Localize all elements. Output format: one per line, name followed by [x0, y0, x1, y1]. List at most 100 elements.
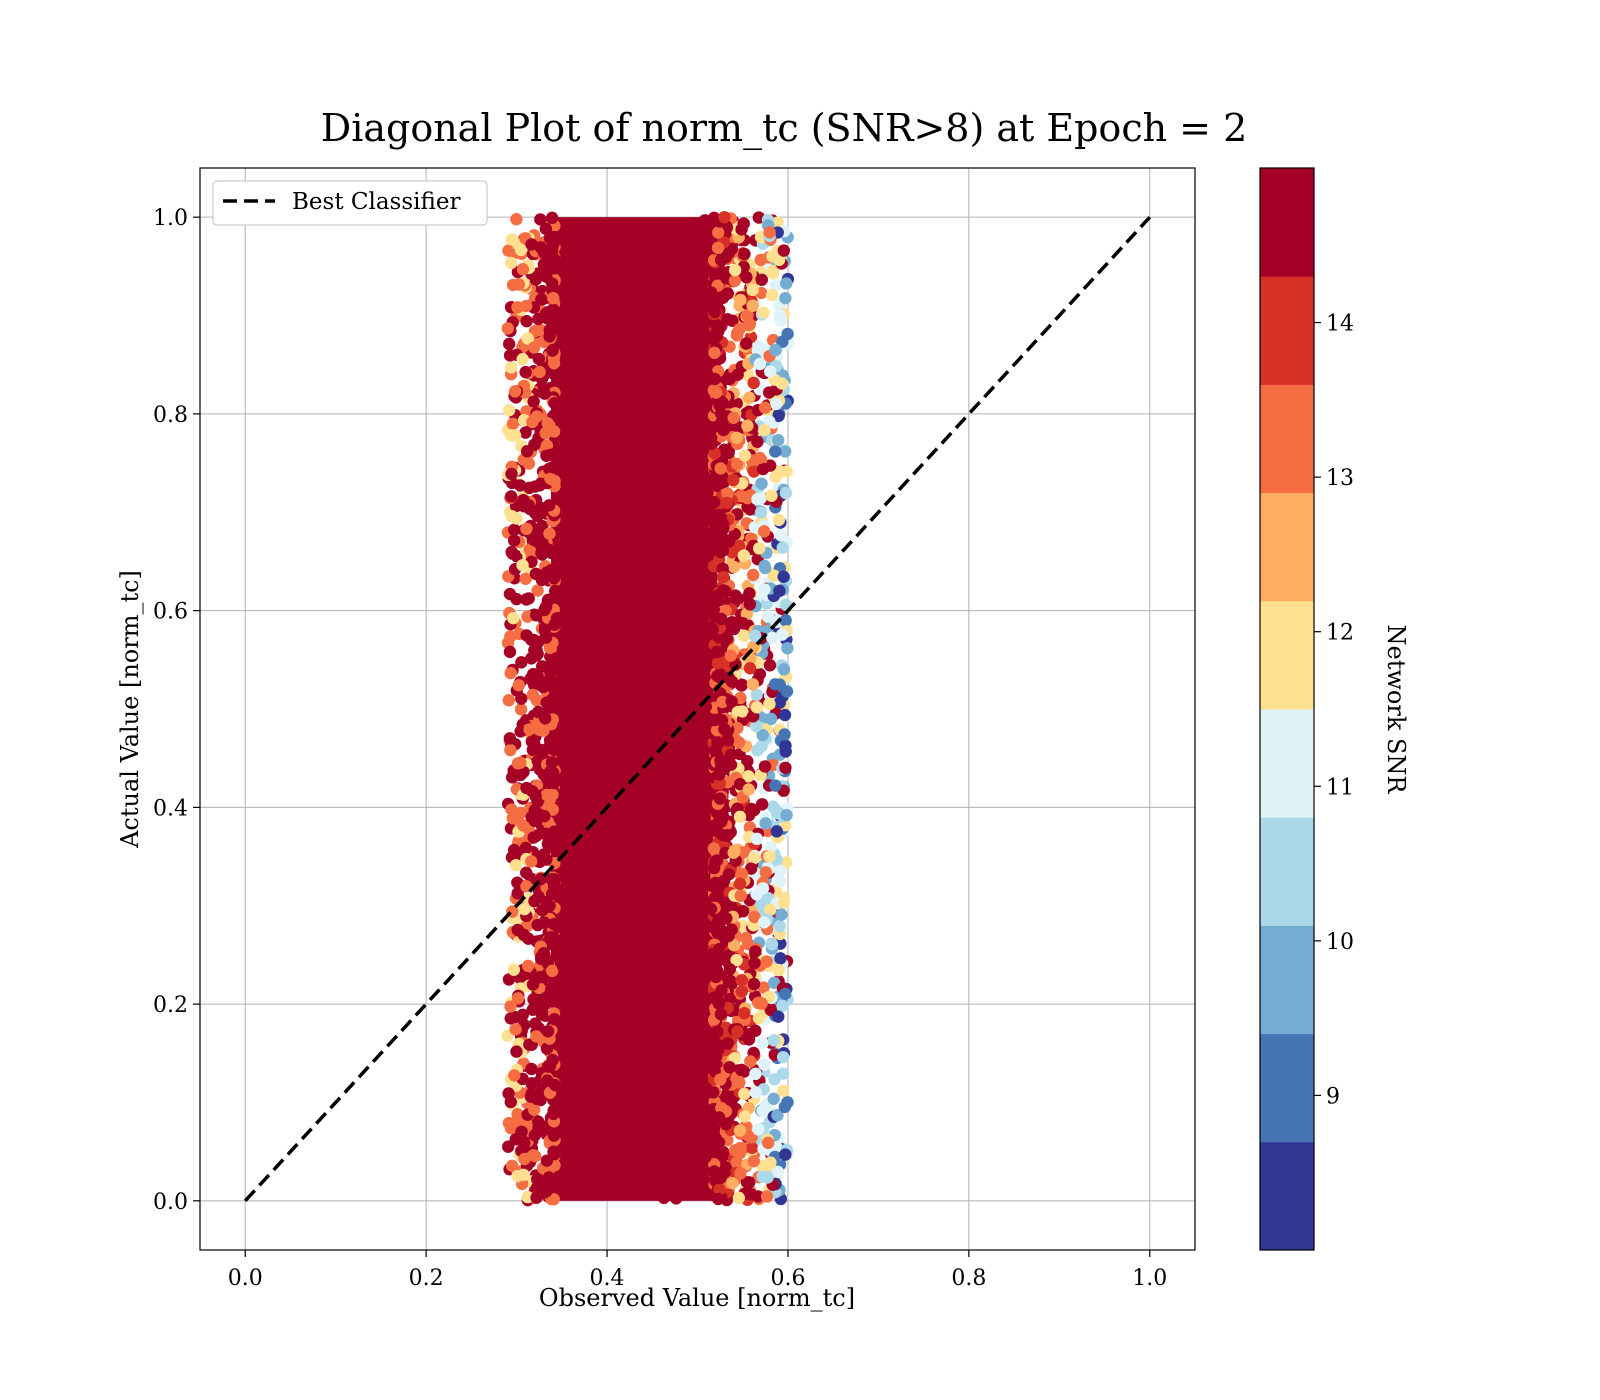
scatter-point — [768, 678, 782, 691]
scatter-point — [547, 1107, 560, 1121]
scatter-point — [515, 692, 528, 705]
scatter-point — [639, 605, 652, 619]
scatter-point — [547, 931, 560, 944]
scatter-point — [748, 956, 761, 970]
colorbar-tick-label: 9 — [1326, 1084, 1340, 1109]
colorbar-tick-label: 14 — [1326, 312, 1354, 337]
chart-title: Diagonal Plot of norm_tc (SNR>8) at Epoc… — [321, 106, 1248, 151]
scatter-point — [538, 916, 551, 929]
scatter-point — [713, 1183, 726, 1196]
scatter-point — [765, 288, 779, 302]
scatter-point — [685, 740, 699, 753]
scatter-point — [765, 938, 779, 951]
scatter-point — [721, 287, 735, 300]
scatter-point — [526, 688, 539, 702]
scatter-point — [640, 338, 653, 352]
scatter-point — [561, 324, 574, 338]
scatter-point — [679, 602, 692, 616]
scatter-point — [724, 649, 737, 662]
scatter-point — [743, 662, 757, 675]
scatter-point — [746, 568, 760, 582]
scatter-point — [511, 887, 524, 900]
scatter-point — [527, 993, 540, 1006]
scatter-point — [596, 642, 610, 655]
legend-label: Best Classifier — [292, 189, 460, 215]
scatter-point — [743, 317, 757, 331]
colorbar-tick-label: 10 — [1326, 930, 1354, 955]
scatter-point — [741, 419, 754, 432]
scatter-point — [738, 1006, 751, 1020]
scatter-point — [705, 286, 718, 299]
scatter-point — [514, 756, 527, 769]
scatter-point — [763, 365, 777, 378]
scatter-point — [564, 897, 577, 911]
scatter-point — [717, 570, 730, 584]
scatter-point — [735, 679, 748, 692]
scatter-point — [777, 244, 791, 257]
scatter-point — [673, 497, 687, 510]
scatter-point — [657, 1191, 671, 1205]
scatter-point — [627, 1109, 641, 1122]
scatter-point — [507, 611, 520, 625]
scatter-point — [773, 919, 786, 933]
scatter-point — [540, 1042, 554, 1055]
scatter-point — [776, 999, 789, 1012]
scatter-point — [648, 299, 661, 312]
scatter-point — [507, 963, 521, 976]
scatter-point — [757, 306, 770, 319]
scatter-point — [666, 968, 680, 981]
y-tick-label: 0.4 — [153, 796, 188, 821]
scatter-point — [764, 1156, 777, 1169]
scatter-point — [612, 340, 625, 353]
scatter-point — [674, 407, 688, 420]
scatter-point — [560, 1128, 573, 1142]
scatter-point — [683, 694, 696, 707]
scatter-point — [772, 433, 785, 447]
scatter-point — [721, 1037, 734, 1050]
scatter-point — [683, 986, 697, 999]
scatter-point — [758, 559, 771, 573]
scatter-point — [538, 712, 552, 725]
scatter-point — [778, 708, 792, 722]
scatter-point — [548, 683, 561, 697]
colorbar-label: Network SNR — [1382, 625, 1410, 795]
scatter-point — [706, 300, 720, 314]
scatter-point — [708, 372, 722, 386]
scatter-point — [527, 1103, 541, 1116]
scatter-point — [718, 210, 731, 224]
colorbar-segment — [1260, 168, 1314, 277]
scatter-point — [711, 669, 724, 683]
scatter-point — [712, 226, 725, 239]
scatter-point — [704, 902, 718, 916]
scatter-point — [740, 337, 753, 350]
scatter-point — [507, 534, 521, 547]
scatter-point — [775, 628, 789, 641]
scatter-point — [639, 443, 652, 457]
scatter-point — [621, 264, 635, 278]
x-axis-label: Observed Value [norm_tc] — [539, 1284, 855, 1312]
scatter-point — [551, 920, 565, 933]
scatter-point — [591, 1029, 605, 1042]
scatter-point — [504, 666, 517, 680]
scatter-point — [711, 241, 725, 255]
colorbar-segment — [1260, 492, 1314, 602]
scatter-point — [570, 824, 584, 838]
scatter-point — [520, 522, 533, 536]
scatter-point — [684, 1089, 697, 1102]
scatter-point — [542, 499, 556, 512]
scatter-point — [654, 383, 668, 396]
scatter-point — [685, 1019, 698, 1032]
scatter-point — [694, 607, 707, 621]
scatter-point — [611, 948, 624, 962]
scatter-point — [750, 688, 763, 701]
scatter-point — [555, 370, 568, 383]
scatter-point — [528, 894, 541, 908]
scatter-point — [536, 746, 549, 760]
scatter-point — [556, 959, 570, 973]
plot-frame — [199, 167, 1196, 1251]
scatter-point — [527, 341, 541, 354]
scatter-point — [630, 241, 644, 254]
scatter-point — [714, 1171, 727, 1185]
scatter-point — [645, 1020, 658, 1034]
scatter-point — [544, 472, 557, 485]
